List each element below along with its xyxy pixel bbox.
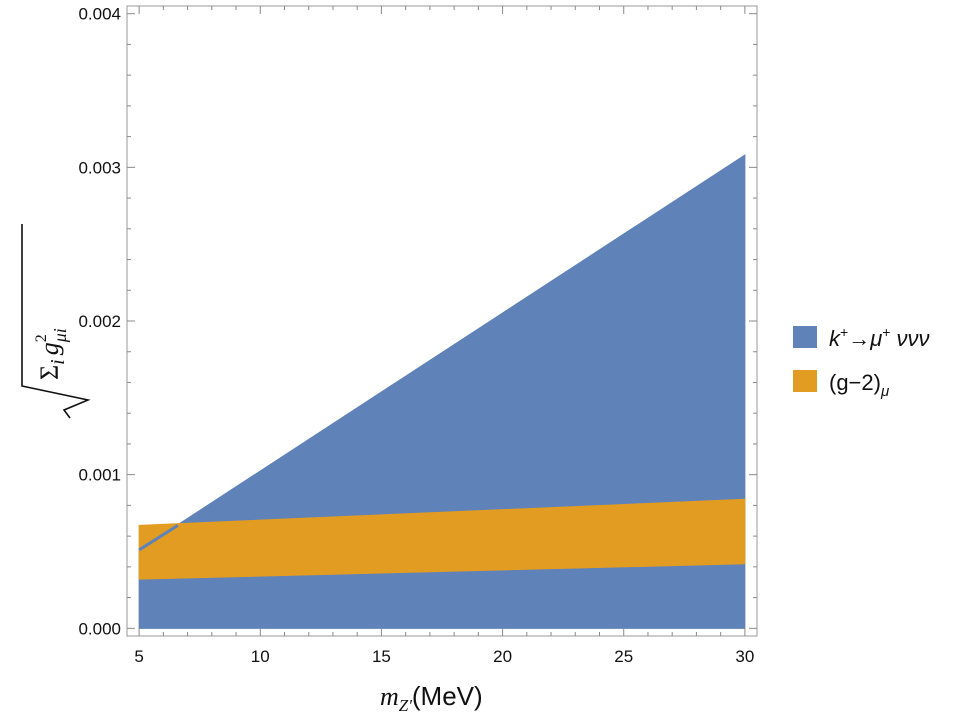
x-tick-label: 30 (735, 647, 754, 666)
x-tick-label: 25 (614, 647, 633, 666)
legend: k+→μ+ ννν (g−2)μ (793, 324, 930, 400)
x-label-unit: (MeV) (412, 681, 483, 711)
x-axis-label: mZ'(MeV) (380, 681, 483, 715)
legend-label-kaon: k+→μ+ ννν (829, 324, 930, 351)
svg-text:Σig2μi: Σig2μi (33, 328, 70, 380)
x-tick-label: 5 (134, 647, 143, 666)
legend-label-g2: (g−2)μ (829, 370, 889, 400)
y-label-g: g (35, 342, 64, 355)
legend-swatch-kaon (793, 326, 817, 348)
x-label-sub: Z' (399, 696, 412, 715)
y-label-sub: μi (50, 328, 70, 343)
y-tick-label: 0.001 (78, 466, 121, 485)
x-tick-label: 20 (493, 647, 512, 666)
y-label-sum: Σ (35, 365, 64, 380)
y-label-i: i (47, 359, 69, 365)
y-label-sup: 2 (33, 334, 50, 342)
axis-ticks: 5 10 15 20 25 30 0.000 0.001 0.002 0.003 0.004 (78, 5, 757, 666)
x-label-main: m (380, 682, 399, 711)
sqrt-radical (21, 224, 91, 419)
y-axis-label: Σig2μi (21, 224, 91, 419)
y-tick-label: 0.004 (78, 5, 121, 24)
x-tick-label: 10 (251, 647, 270, 666)
legend-swatch-g2 (793, 370, 817, 392)
y-tick-label: 0.002 (78, 312, 121, 331)
area-series-1 (138, 498, 746, 580)
plot-areas (138, 154, 746, 629)
y-tick-label: 0.003 (78, 158, 121, 177)
kaon-edge-segment (138, 524, 179, 552)
x-tick-label: 15 (372, 647, 391, 666)
y-tick-label: 0.000 (78, 619, 121, 638)
